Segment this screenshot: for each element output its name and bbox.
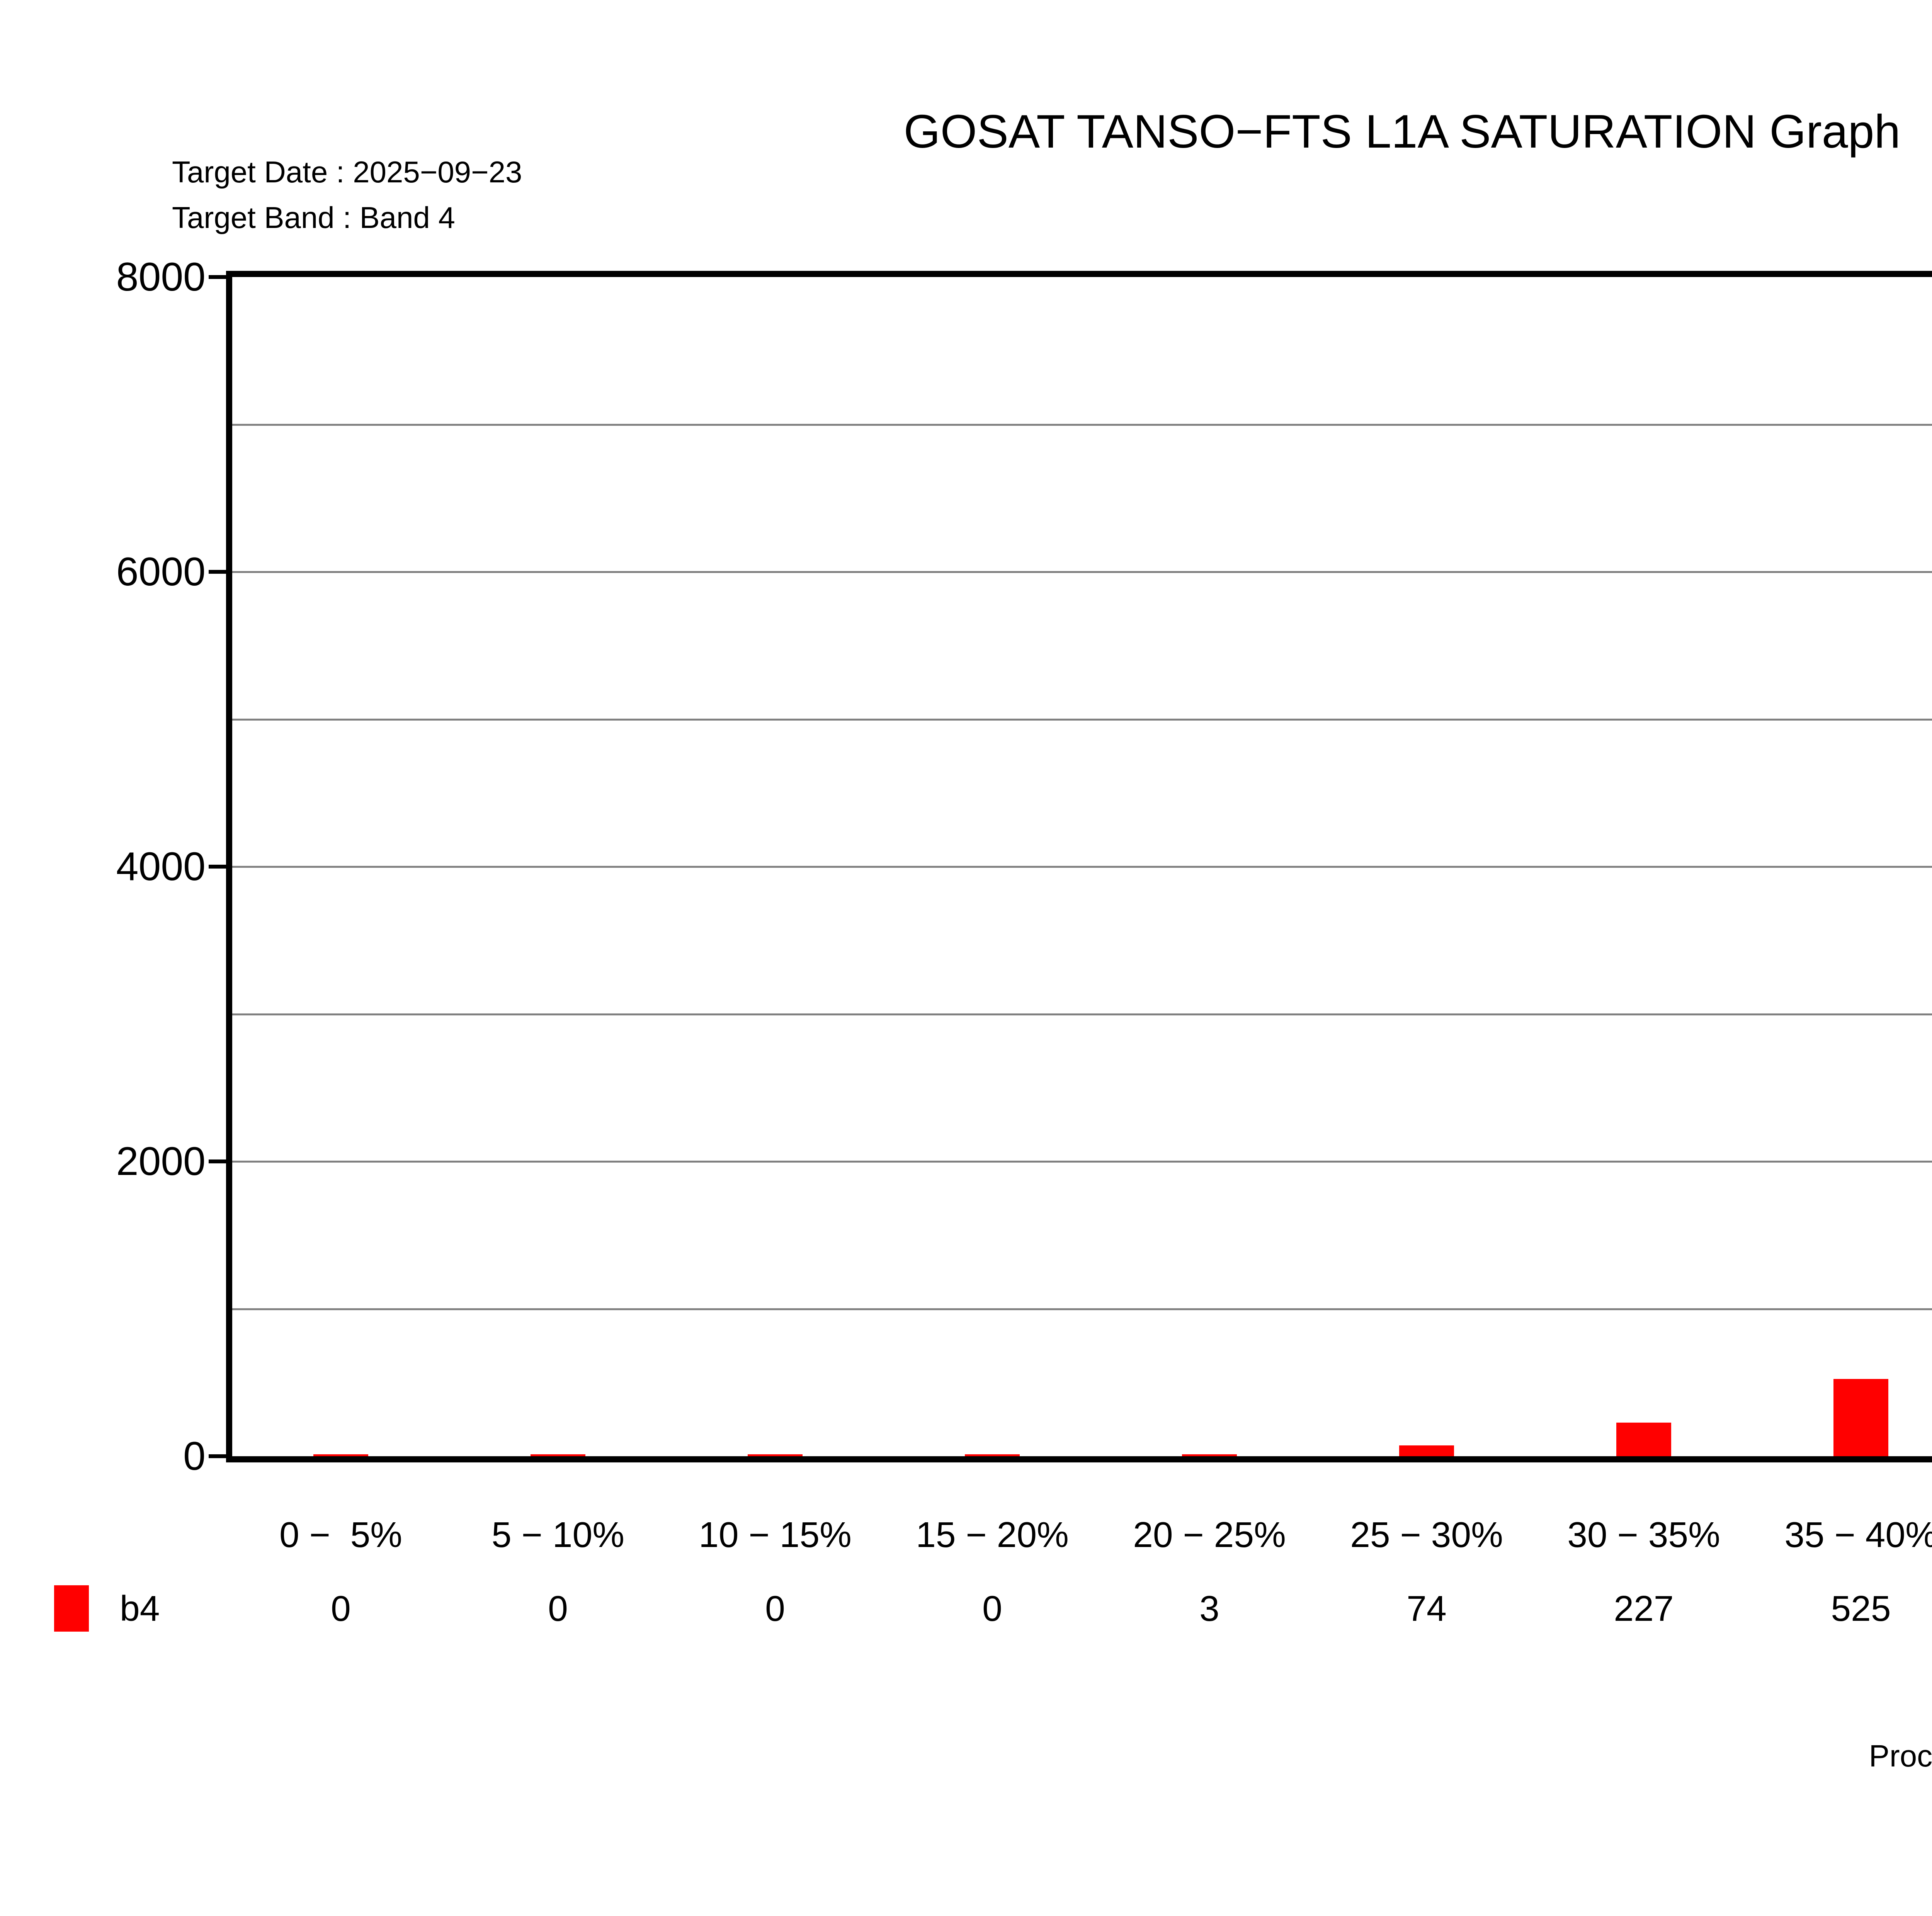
bar-20−25% bbox=[1182, 1454, 1237, 1456]
gridline-y-6000 bbox=[232, 571, 1932, 573]
x-axis-label-8: 35 − 40% bbox=[1784, 1515, 1932, 1555]
y-axis-label-0: 0 bbox=[183, 1434, 206, 1479]
processed-timestamp: Processed by JAXA/EORC at 2025−09−25 08:… bbox=[1869, 1739, 1932, 1773]
y-axis-label-2000: 2000 bbox=[116, 1139, 206, 1184]
x-axis-label-5: 20 − 25% bbox=[1133, 1515, 1286, 1555]
series-value-7: 227 bbox=[1614, 1588, 1674, 1629]
gridline-y-5000 bbox=[232, 718, 1932, 721]
ytick-left-8000 bbox=[209, 275, 226, 279]
x-axis-label-7: 30 − 35% bbox=[1567, 1515, 1720, 1555]
chart-title: GOSAT TANSO−FTS L1A SATURATION Graph bbox=[903, 105, 1901, 158]
x-axis-label-1: 0 − 5% bbox=[279, 1515, 402, 1555]
x-axis-label-3: 10 − 15% bbox=[699, 1515, 852, 1555]
bar-15−20% bbox=[965, 1454, 1020, 1456]
series-value-6: 74 bbox=[1406, 1588, 1447, 1629]
ytick-left-2000 bbox=[209, 1159, 226, 1163]
bar-35−40% bbox=[1833, 1379, 1888, 1456]
legend-series-label: b4 bbox=[120, 1588, 160, 1629]
series-value-8: 525 bbox=[1831, 1588, 1891, 1629]
series-value-1: 0 bbox=[331, 1588, 351, 1629]
gridline-y-3000 bbox=[232, 1013, 1932, 1015]
gridline-y-1000 bbox=[232, 1308, 1932, 1310]
series-value-2: 0 bbox=[548, 1588, 568, 1629]
legend-color-swatch bbox=[54, 1585, 89, 1632]
series-value-4: 0 bbox=[982, 1588, 1002, 1629]
ytick-left-0 bbox=[209, 1454, 226, 1458]
x-axis-label-6: 25 − 30% bbox=[1350, 1515, 1503, 1555]
bar-5−10% bbox=[531, 1454, 585, 1456]
x-axis-label-4: 15 − 20% bbox=[916, 1515, 1069, 1555]
ytick-left-4000 bbox=[209, 865, 226, 869]
gridline-y-7000 bbox=[232, 423, 1932, 426]
bar-30−35% bbox=[1616, 1423, 1671, 1456]
y-axis-label-8000: 8000 bbox=[116, 255, 206, 299]
bar-25−30% bbox=[1399, 1445, 1454, 1456]
ytick-left-6000 bbox=[209, 570, 226, 574]
series-value-5: 3 bbox=[1199, 1588, 1219, 1629]
bar-10−15% bbox=[748, 1454, 803, 1456]
plot-area bbox=[232, 277, 1932, 1456]
bar-0−5% bbox=[313, 1454, 368, 1456]
series-value-3: 0 bbox=[765, 1588, 785, 1629]
target-date-label: Target Date : 2025−09−23 bbox=[172, 155, 522, 189]
gridline-y-4000 bbox=[232, 866, 1932, 868]
target-band-label: Target Band : Band 4 bbox=[172, 201, 455, 235]
y-axis-label-4000: 4000 bbox=[116, 844, 206, 889]
gridline-y-2000 bbox=[232, 1161, 1932, 1163]
y-axis-label-6000: 6000 bbox=[116, 549, 206, 594]
x-axis-label-2: 5 − 10% bbox=[492, 1515, 624, 1555]
